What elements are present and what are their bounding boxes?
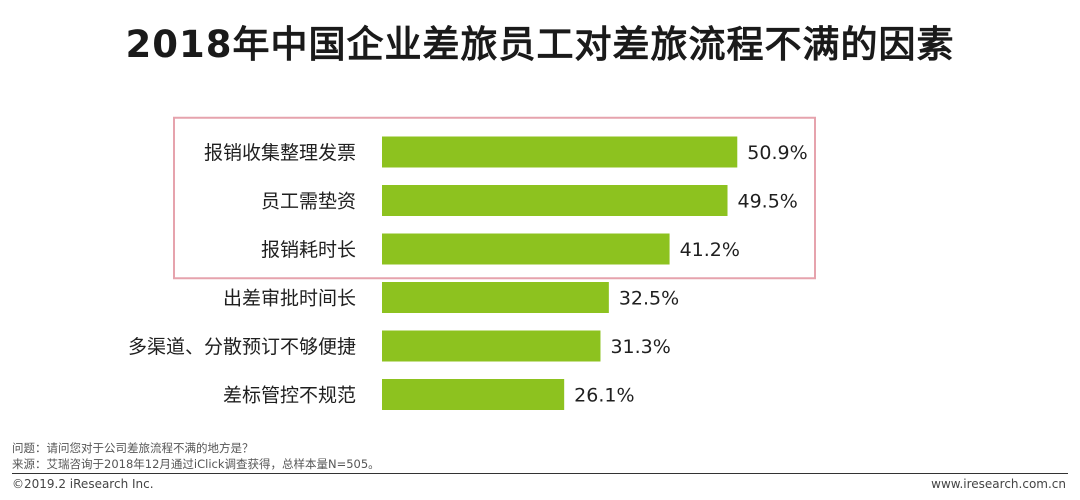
category-label: 报销耗时长 [261, 239, 356, 261]
value-label: 49.5% [738, 191, 798, 213]
question-note: 问题：请问您对于公司差旅流程不满的地方是？ [12, 441, 254, 455]
value-label: 31.3% [610, 336, 670, 358]
category-label: 差标管控不规范 [223, 385, 356, 407]
category-label: 出差审批时间长 [223, 288, 356, 310]
highlight-box [173, 116, 816, 280]
bar [382, 282, 609, 313]
bar [382, 233, 670, 265]
source-note: 来源：艾瑞咨询于2018年12月通过iClick调查获得，总样本量N=505。 [12, 457, 380, 471]
value-label: 26.1% [574, 385, 634, 407]
bar [382, 185, 728, 216]
category-label: 员工需垫资 [261, 191, 356, 213]
bar [382, 136, 738, 168]
value-label: 32.5% [619, 288, 679, 310]
bar-chart: 报销收集整理发票 50.9% 员工需垫资 49.5% 报销耗时长 41.2% 出差审批时间长… [128, 116, 816, 410]
value-label: 50.9% [747, 142, 807, 164]
category-label: 多渠道、分散预订不够便捷 [128, 336, 356, 358]
value-label: 41.2% [680, 239, 740, 261]
copyright-text: ©2019.2 iResearch Inc. [12, 477, 154, 491]
bar [382, 330, 601, 362]
category-label: 报销收集整理发票 [204, 142, 356, 164]
website-text: www.iresearch.com.cn [931, 477, 1066, 491]
footer-divider [12, 473, 1068, 474]
chart-title: 2018年中国企业差旅员工对差旅流程不满的因素 [125, 23, 955, 66]
bar [382, 379, 565, 410]
footer-note: 问题：请问您对于公司差旅流程不满的地方是？ 来源：艾瑞咨询于2018年12月通过… [12, 440, 380, 472]
